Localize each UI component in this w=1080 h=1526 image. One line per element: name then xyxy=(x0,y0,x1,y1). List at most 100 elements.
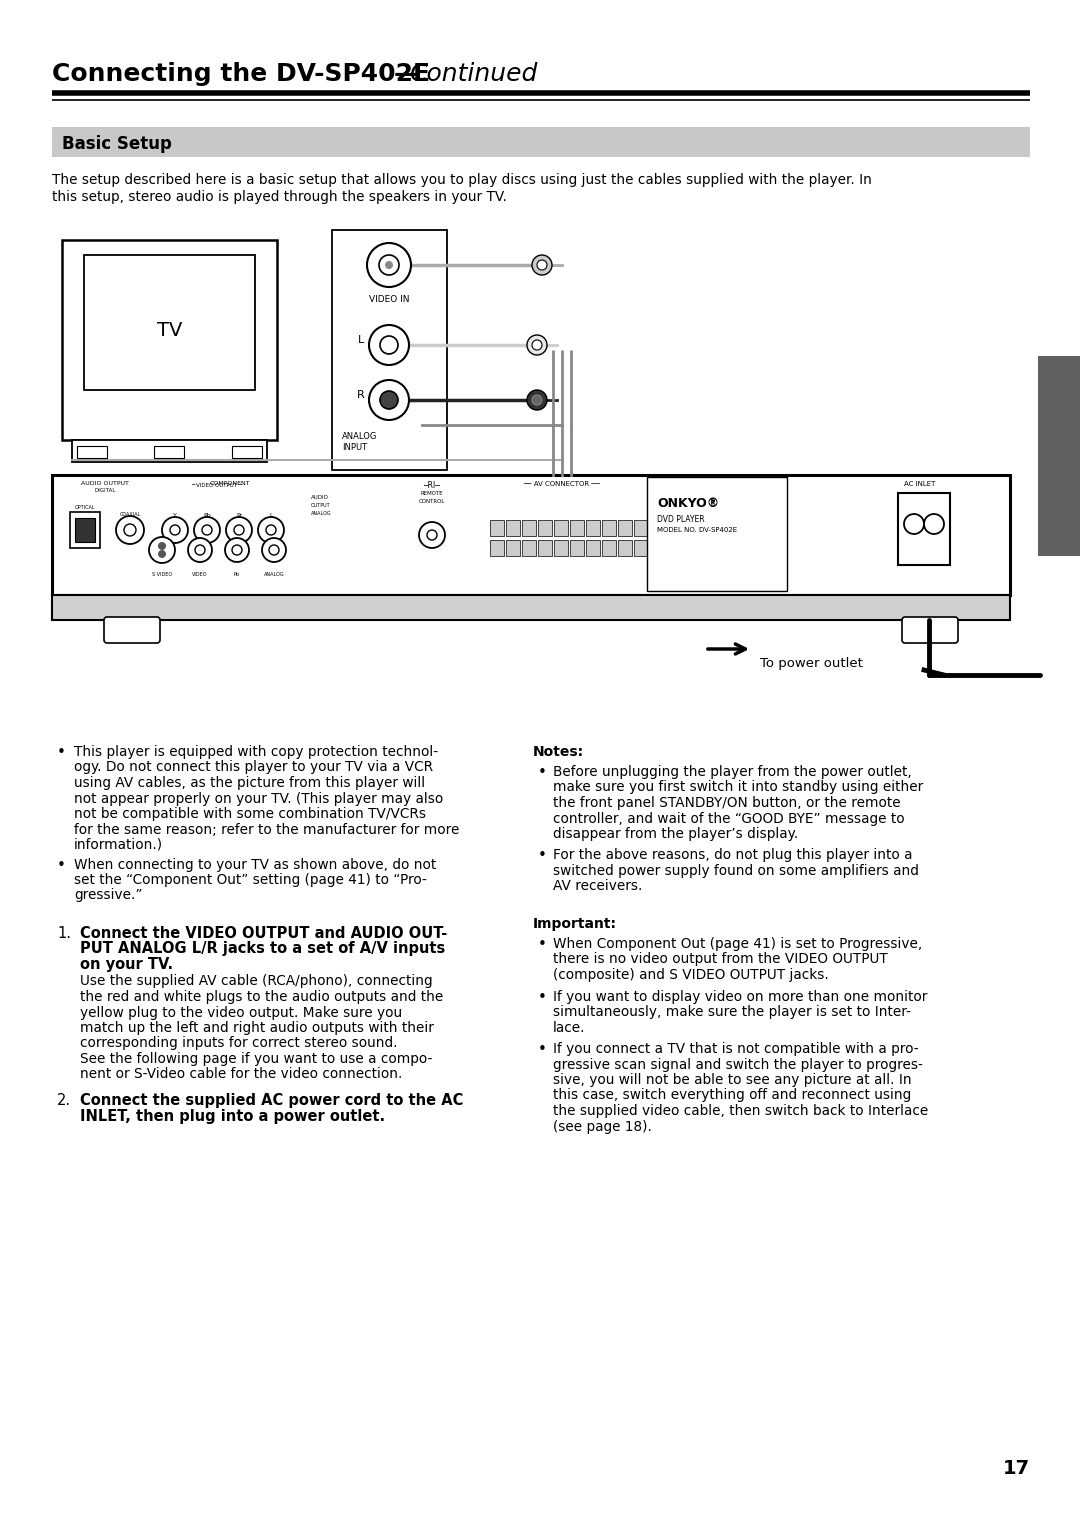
Text: •: • xyxy=(538,989,546,1004)
Circle shape xyxy=(232,545,242,555)
Circle shape xyxy=(234,525,244,536)
Text: See the following page if you want to use a compo-: See the following page if you want to us… xyxy=(80,1051,432,1067)
Text: DVD PLAYER: DVD PLAYER xyxy=(657,514,704,523)
Circle shape xyxy=(194,517,220,543)
Circle shape xyxy=(419,522,445,548)
Text: •: • xyxy=(538,848,546,864)
FancyBboxPatch shape xyxy=(84,255,255,391)
Text: (see page 18).: (see page 18). xyxy=(553,1120,652,1134)
Circle shape xyxy=(532,340,542,349)
Text: AUDIO: AUDIO xyxy=(311,494,329,501)
Text: —: — xyxy=(394,63,419,85)
Text: 1.: 1. xyxy=(57,926,71,942)
Text: on your TV.: on your TV. xyxy=(80,957,173,972)
Circle shape xyxy=(266,525,276,536)
Text: R: R xyxy=(357,391,365,400)
FancyBboxPatch shape xyxy=(522,520,536,536)
Text: disappear from the player’s display.: disappear from the player’s display. xyxy=(553,827,798,841)
Text: simultaneously, make sure the player is set to Inter-: simultaneously, make sure the player is … xyxy=(553,1006,910,1019)
Text: Connecting the DV-SP402E: Connecting the DV-SP402E xyxy=(52,63,430,85)
FancyBboxPatch shape xyxy=(490,540,504,555)
Text: DIGITAL: DIGITAL xyxy=(94,488,116,493)
Text: INLET, then plug into a power outlet.: INLET, then plug into a power outlet. xyxy=(80,1108,386,1123)
FancyBboxPatch shape xyxy=(902,617,958,642)
FancyBboxPatch shape xyxy=(62,240,276,439)
Circle shape xyxy=(225,539,249,562)
Text: using AV cables, as the picture from this player will: using AV cables, as the picture from thi… xyxy=(75,777,426,790)
FancyBboxPatch shape xyxy=(570,520,584,536)
Circle shape xyxy=(195,545,205,555)
FancyBboxPatch shape xyxy=(634,520,648,536)
Text: ── AV CONNECTOR ──: ── AV CONNECTOR ── xyxy=(524,481,600,487)
Circle shape xyxy=(149,537,175,563)
Text: Pr: Pr xyxy=(235,513,242,517)
Text: Before unplugging the player from the power outlet,: Before unplugging the player from the po… xyxy=(553,765,912,778)
Circle shape xyxy=(924,514,944,534)
FancyBboxPatch shape xyxy=(77,446,107,458)
Text: ANALOG
INPUT: ANALOG INPUT xyxy=(342,432,377,452)
Text: this case, switch everything off and reconnect using: this case, switch everything off and rec… xyxy=(553,1088,912,1102)
Circle shape xyxy=(427,530,437,540)
FancyBboxPatch shape xyxy=(570,540,584,555)
Circle shape xyxy=(158,549,166,559)
FancyBboxPatch shape xyxy=(634,540,648,555)
FancyBboxPatch shape xyxy=(650,540,664,555)
Circle shape xyxy=(162,517,188,543)
FancyBboxPatch shape xyxy=(154,446,184,458)
Circle shape xyxy=(226,517,252,543)
Text: PUT ANALOG L/R jacks to a set of A/V inputs: PUT ANALOG L/R jacks to a set of A/V inp… xyxy=(80,942,445,957)
Bar xyxy=(52,127,1030,157)
Circle shape xyxy=(116,516,144,543)
FancyBboxPatch shape xyxy=(232,446,262,458)
Circle shape xyxy=(904,514,924,534)
Text: •: • xyxy=(538,765,546,780)
Text: 2.: 2. xyxy=(57,1093,71,1108)
Text: AC INLET: AC INLET xyxy=(904,481,935,487)
FancyBboxPatch shape xyxy=(538,520,552,536)
Text: TV: TV xyxy=(157,320,183,339)
Text: (composite) and S VIDEO OUTPUT jacks.: (composite) and S VIDEO OUTPUT jacks. xyxy=(553,967,828,983)
Text: Notes:: Notes: xyxy=(534,745,584,758)
Circle shape xyxy=(269,545,279,555)
FancyBboxPatch shape xyxy=(586,520,600,536)
FancyBboxPatch shape xyxy=(522,540,536,555)
Circle shape xyxy=(202,525,212,536)
FancyBboxPatch shape xyxy=(75,517,95,542)
Circle shape xyxy=(262,539,286,562)
FancyBboxPatch shape xyxy=(618,540,632,555)
Text: gressive.”: gressive.” xyxy=(75,888,143,902)
FancyBboxPatch shape xyxy=(1038,356,1080,555)
Text: The setup described here is a basic setup that allows you to play discs using ju: The setup described here is a basic setu… xyxy=(52,172,872,188)
Text: When connecting to your TV as shown above, do not: When connecting to your TV as shown abov… xyxy=(75,858,436,871)
Text: •: • xyxy=(57,745,66,760)
Text: ─RI─: ─RI─ xyxy=(423,481,441,490)
FancyBboxPatch shape xyxy=(52,595,1010,620)
Text: Basic Setup: Basic Setup xyxy=(62,134,172,153)
Circle shape xyxy=(170,525,180,536)
FancyBboxPatch shape xyxy=(507,520,519,536)
Text: OUTPUT: OUTPUT xyxy=(311,504,330,508)
Text: Connect the VIDEO OUTPUT and AUDIO OUT-: Connect the VIDEO OUTPUT and AUDIO OUT- xyxy=(80,926,447,942)
Circle shape xyxy=(124,523,136,536)
Text: ANALOG: ANALOG xyxy=(264,572,284,577)
Circle shape xyxy=(532,255,552,275)
Text: not appear properly on your TV. (This player may also: not appear properly on your TV. (This pl… xyxy=(75,792,443,806)
Text: If you connect a TV that is not compatible with a pro-: If you connect a TV that is not compatib… xyxy=(553,1042,919,1056)
FancyBboxPatch shape xyxy=(666,520,680,536)
Text: Use the supplied AV cable (RCA/phono), connecting: Use the supplied AV cable (RCA/phono), c… xyxy=(80,975,433,989)
Text: AUDIO OUTPUT: AUDIO OUTPUT xyxy=(81,481,129,485)
Circle shape xyxy=(380,336,399,354)
Text: MODEL NO. DV-SP402E: MODEL NO. DV-SP402E xyxy=(657,526,738,533)
Text: switched power supply found on some amplifiers and: switched power supply found on some ampl… xyxy=(553,864,919,877)
Text: AV receivers.: AV receivers. xyxy=(553,879,643,894)
FancyBboxPatch shape xyxy=(681,540,696,555)
Text: VIDEO IN: VIDEO IN xyxy=(368,295,409,304)
Text: gressive scan signal and switch the player to progres-: gressive scan signal and switch the play… xyxy=(553,1058,923,1071)
Text: yellow plug to the video output. Make sure you: yellow plug to the video output. Make su… xyxy=(80,1006,402,1019)
Text: REMOTE: REMOTE xyxy=(421,491,443,496)
Text: 17: 17 xyxy=(1003,1459,1030,1479)
Text: ─ VIDEO OUTPUT ─: ─ VIDEO OUTPUT ─ xyxy=(191,484,243,488)
Text: ONKYO®: ONKYO® xyxy=(657,497,719,510)
FancyBboxPatch shape xyxy=(730,540,744,555)
Text: nent or S-Video cable for the video connection.: nent or S-Video cable for the video conn… xyxy=(80,1068,403,1082)
